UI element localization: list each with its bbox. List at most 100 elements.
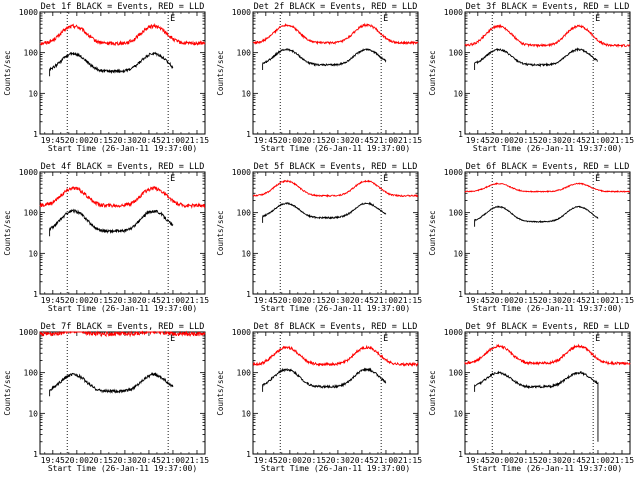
- y-tick-label: 10: [241, 89, 251, 98]
- x-tick-label: 19:45: [254, 456, 278, 465]
- x-tick-label: 19:45: [254, 296, 278, 305]
- y-tick-label: 1000: [19, 168, 38, 177]
- y-tick-label: 1000: [444, 168, 463, 177]
- x-tick-label: 21:00: [161, 136, 185, 145]
- x-tick-label: 21:15: [398, 136, 422, 145]
- y-tick-label: 10: [453, 89, 463, 98]
- y-tick-label: 1: [246, 450, 251, 459]
- y-tick-label: 1000: [19, 8, 38, 17]
- x-tick-label: 20:30: [113, 136, 137, 145]
- series-lld: [39, 330, 206, 338]
- detector-panel: Det 2f BLACK = Events, RED = LLD 1 10 100 10…: [216, 2, 422, 153]
- event-marker: E: [383, 14, 388, 24]
- x-tick-label: 19:45: [466, 456, 490, 465]
- x-tick-label: 21:15: [610, 296, 634, 305]
- x-tick-label: 21:15: [185, 296, 209, 305]
- panel-title: Det 3f BLACK = Events, RED = LLD: [466, 2, 630, 12]
- x-axis-label: Start Time (26-Jan-11 19:37:00): [48, 144, 197, 153]
- y-tick-label: 1: [246, 290, 251, 299]
- plot-frame: [39, 171, 206, 295]
- y-tick-label: 100: [24, 209, 39, 218]
- series-events: [49, 208, 174, 237]
- x-tick-label: 20:30: [113, 296, 137, 305]
- x-axis-label: Start Time (26-Jan-11 19:37:00): [473, 144, 622, 153]
- panel-title: Det 4f BLACK = Events, RED = LLD: [41, 162, 205, 172]
- x-tick-label: 20:15: [302, 456, 326, 465]
- x-tick-label: 20:30: [326, 136, 350, 145]
- x-tick-label: 21:00: [586, 456, 610, 465]
- panel-title: Det 7f BLACK = Events, RED = LLD: [41, 322, 205, 332]
- series-events: [474, 205, 599, 227]
- x-tick-label: 20:15: [89, 456, 113, 465]
- event-marker: E: [595, 14, 600, 24]
- series-events: [49, 51, 174, 77]
- x-tick-label: 21:15: [398, 296, 422, 305]
- plot-frame: [464, 11, 631, 135]
- x-tick-label: 20:30: [538, 296, 562, 305]
- plot-frame: [252, 171, 419, 295]
- x-tick-label: 19:45: [41, 296, 65, 305]
- event-marker: E: [170, 174, 175, 184]
- y-tick-label: 1: [33, 290, 38, 299]
- y-tick-label: 1000: [19, 328, 38, 337]
- y-axis-label: Counts/sec: [216, 50, 225, 95]
- event-marker: E: [383, 334, 388, 344]
- y-tick-label: 10: [28, 249, 38, 258]
- plot-frame: [464, 171, 631, 295]
- x-tick-label: 20:00: [65, 136, 89, 145]
- series-events: [49, 371, 174, 397]
- x-axis-label: Start Time (26-Jan-11 19:37:00): [261, 304, 410, 313]
- detector-panel: Det 8f BLACK = Events, RED = LLD 1 10 100 10…: [216, 322, 422, 473]
- x-tick-label: 21:00: [161, 296, 185, 305]
- x-tick-label: 20:00: [490, 296, 514, 305]
- x-tick-label: 20:15: [302, 136, 326, 145]
- x-tick-label: 20:15: [89, 136, 113, 145]
- x-tick-label: 19:45: [41, 456, 65, 465]
- y-tick-label: 100: [237, 49, 252, 58]
- y-tick-label: 1000: [444, 8, 463, 17]
- y-tick-label: 1: [33, 450, 38, 459]
- y-tick-label: 10: [453, 249, 463, 258]
- event-marker: E: [595, 174, 600, 184]
- y-tick-label: 10: [241, 249, 251, 258]
- x-axis-label: Start Time (26-Jan-11 19:37:00): [48, 464, 197, 473]
- y-tick-label: 1: [458, 290, 463, 299]
- x-tick-label: 20:00: [490, 456, 514, 465]
- y-axis-label: Counts/sec: [428, 50, 437, 95]
- y-axis-label: Counts/sec: [216, 210, 225, 255]
- x-tick-label: 20:00: [278, 456, 302, 465]
- x-tick-label: 20:45: [562, 456, 586, 465]
- y-tick-label: 100: [449, 49, 464, 58]
- event-marker: E: [170, 14, 175, 24]
- plot-frame: [464, 331, 631, 455]
- x-tick-label: 20:00: [490, 136, 514, 145]
- x-tick-label: 20:45: [350, 296, 374, 305]
- y-tick-label: 1: [458, 130, 463, 139]
- y-tick-label: 1000: [232, 168, 251, 177]
- detector-panel: Det 3f BLACK = Events, RED = LLD 1 10 100 10…: [428, 2, 634, 153]
- x-tick-label: 20:45: [137, 456, 161, 465]
- y-tick-label: 100: [237, 209, 252, 218]
- x-tick-label: 20:00: [278, 296, 302, 305]
- x-tick-label: 20:30: [326, 296, 350, 305]
- y-tick-label: 100: [449, 209, 464, 218]
- plot-frame: [252, 331, 419, 455]
- detector-panel: Det 9f BLACK = Events, RED = LLD 1 10 100 10…: [428, 322, 634, 473]
- x-tick-label: 21:15: [398, 456, 422, 465]
- y-tick-label: 10: [241, 409, 251, 418]
- x-tick-label: 21:00: [374, 136, 398, 145]
- detector-panel: Det 7f BLACK = Events, RED = LLD 1 10 100 10…: [3, 322, 209, 473]
- x-axis-label: Start Time (26-Jan-11 19:37:00): [473, 464, 622, 473]
- x-axis-label: Start Time (26-Jan-11 19:37:00): [261, 144, 410, 153]
- y-tick-label: 100: [24, 369, 39, 378]
- panel-title: Det 8f BLACK = Events, RED = LLD: [254, 322, 418, 332]
- series-lld: [39, 22, 206, 47]
- x-tick-label: 21:15: [610, 136, 634, 145]
- x-tick-label: 20:15: [514, 456, 538, 465]
- x-tick-label: 20:45: [137, 296, 161, 305]
- x-tick-label: 20:15: [89, 296, 113, 305]
- detector-panel: Det 5f BLACK = Events, RED = LLD 1 10 100 10…: [216, 162, 422, 313]
- plot-frame: [39, 11, 206, 135]
- x-tick-label: 20:00: [278, 136, 302, 145]
